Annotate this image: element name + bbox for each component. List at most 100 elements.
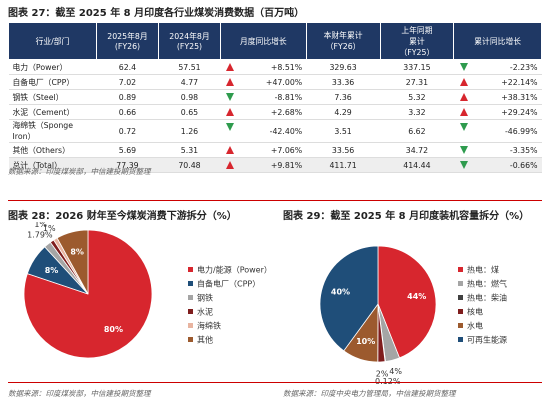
change-cell: +2.68% xyxy=(220,104,307,120)
trend-arrow xyxy=(226,108,235,116)
divider xyxy=(8,382,542,383)
trend-arrow xyxy=(459,146,468,154)
table-cell: 62.4 xyxy=(96,59,159,75)
chart-title: 图表 28：2026 财年至今煤炭消费下游拆分（%） xyxy=(8,211,237,222)
table-row: 钢铁（Steel） 0.89 0.98 -8.81% 7.36 5.32 +38.31% xyxy=(8,89,542,105)
header-cell: 本财年累计 （FY26） xyxy=(305,22,381,60)
table-cell: 6.62 xyxy=(380,119,454,143)
table-cell: 钢铁（Steel） xyxy=(8,89,97,105)
legend-label: 电力/能源（Power） xyxy=(197,265,272,275)
arrow-shape xyxy=(226,146,235,154)
legend-swatch xyxy=(188,323,193,328)
arrow-shape xyxy=(459,146,468,154)
change-cell: +8.51% xyxy=(220,59,307,75)
legend-swatch xyxy=(458,295,463,300)
legend-label: 海绵铁 xyxy=(197,321,221,331)
pie-slice xyxy=(377,245,437,359)
table-cell: 0.98 xyxy=(158,89,221,105)
change-cell: -3.35% xyxy=(453,142,542,158)
legend-label: 可再生能源 xyxy=(467,335,507,345)
legend-label: 钢铁 xyxy=(197,293,213,303)
table-cell: 34.72 xyxy=(380,142,454,158)
legend-swatch xyxy=(458,309,463,314)
table-row: 总计（Total） 77.39 70.48 +9.81% 411.71 414.44 -0.… xyxy=(8,157,542,173)
table-cell: 337.15 xyxy=(380,59,454,75)
value-label: 0.12% xyxy=(375,377,401,386)
pie-area: 80% 电力/能源（Power） 8% 自备电厂（CPP） 1.79% 钢铁 1% 水泥 1% 海… xyxy=(23,222,507,386)
cell-text: -42.40% xyxy=(269,126,303,136)
trend-arrow xyxy=(459,93,468,101)
arrow-shape xyxy=(459,63,468,71)
change-cell: +38.31% xyxy=(453,89,542,105)
table-cell: 33.56 xyxy=(306,142,380,158)
value-label: 1% xyxy=(43,224,56,233)
table-cell: 70.48 xyxy=(158,157,221,173)
table-cell: 其他（Others） xyxy=(8,142,97,158)
arrow-shape xyxy=(226,93,235,101)
cell-text: +47.00% xyxy=(265,77,303,87)
legend-label: 自备电厂（CPP） xyxy=(197,279,260,289)
value-label: 1.79% xyxy=(27,231,53,240)
legend-swatch xyxy=(458,267,463,272)
header-row: 行业/部门 2025年8月 (FY26) 2024年8月 (FY25) 月度同比增长本… xyxy=(8,22,542,60)
arrow-shape xyxy=(226,161,235,169)
value-label: 40% xyxy=(331,287,350,296)
table-cell: 4.77 xyxy=(158,74,221,90)
cell-text: +2.68% xyxy=(270,107,303,117)
change-cell: +47.00% xyxy=(220,74,307,90)
legend-swatch xyxy=(458,281,463,286)
legend-label: 核电 xyxy=(467,307,483,317)
trend-arrow xyxy=(459,123,468,131)
trend-arrow xyxy=(226,146,235,154)
table-cell: 5.31 xyxy=(158,142,221,158)
table-cell: 水泥（Cement） xyxy=(8,104,97,120)
value-label: 10% xyxy=(356,337,375,346)
arrow-shape xyxy=(459,78,468,86)
header-cell: 上年同期 累计 （FY25） xyxy=(379,22,455,60)
table-cell: 电力（Power） xyxy=(8,59,97,75)
table-cell: 7.02 xyxy=(96,74,159,90)
data-table: 行业/部门 2025年8月 (FY26) 2024年8月 (FY25) 月度同比增长本… xyxy=(8,22,542,173)
table-row: 电力（Power） 62.4 57.51 +8.51% 329.63 337.15 -2.2… xyxy=(8,59,542,75)
table-row: 海绵铁（Sponge Iron） 0.72 1.26 -42.40% 3.51 6.62 -… xyxy=(8,119,542,143)
header-cell: 2024年8月 (FY25) xyxy=(157,22,221,60)
legend-label: 热电：柴油 xyxy=(467,293,507,303)
table-cell: 0.66 xyxy=(96,104,159,120)
trend-arrow xyxy=(226,123,235,131)
table-cell: 总计（Total） xyxy=(8,157,97,173)
legend-label: 水电 xyxy=(467,321,483,331)
arrow-shape xyxy=(226,63,235,71)
table-cell: 自备电厂（CPP） xyxy=(8,74,97,90)
table-cell: 0.65 xyxy=(158,104,221,120)
cell-text: +38.31% xyxy=(501,92,538,102)
legend-swatch xyxy=(188,337,193,342)
table-row: 其他（Others） 5.69 5.31 +7.06% 33.56 34.72 -3.35% xyxy=(8,142,542,158)
pie-slice xyxy=(56,229,89,295)
value-label: 2% xyxy=(376,369,389,378)
legend-label: 水泥 xyxy=(197,307,213,317)
arrow-shape xyxy=(459,123,468,131)
table-cell: 0.89 xyxy=(96,89,159,105)
value-label: 4% xyxy=(389,367,402,376)
pie-slice xyxy=(23,229,153,359)
trend-arrow xyxy=(459,78,468,86)
trend-arrow xyxy=(459,63,468,71)
trend-arrow xyxy=(459,161,468,169)
arrow-shape xyxy=(459,93,468,101)
table-cell: 414.44 xyxy=(380,157,454,173)
cell-text: +29.24% xyxy=(501,107,538,117)
table-cell: 57.51 xyxy=(158,59,221,75)
source: 数据来源：印度煤炭部，中信建投期货整理 xyxy=(8,389,151,398)
table-cell: 4.29 xyxy=(306,104,380,120)
legend-label: 热电：煤 xyxy=(467,265,499,275)
table-cell: 5.32 xyxy=(380,89,454,105)
cell-text: +7.06% xyxy=(270,145,303,155)
cell-text: +9.81% xyxy=(270,160,303,170)
source: 数据来源：印度煤炭部，中信建投期货整理 xyxy=(8,167,151,176)
change-cell: -46.99% xyxy=(453,119,542,143)
legend-swatch xyxy=(458,323,463,328)
value-label: 80% xyxy=(104,325,123,334)
trend-arrow xyxy=(226,161,235,169)
arrow-shape xyxy=(226,108,235,116)
